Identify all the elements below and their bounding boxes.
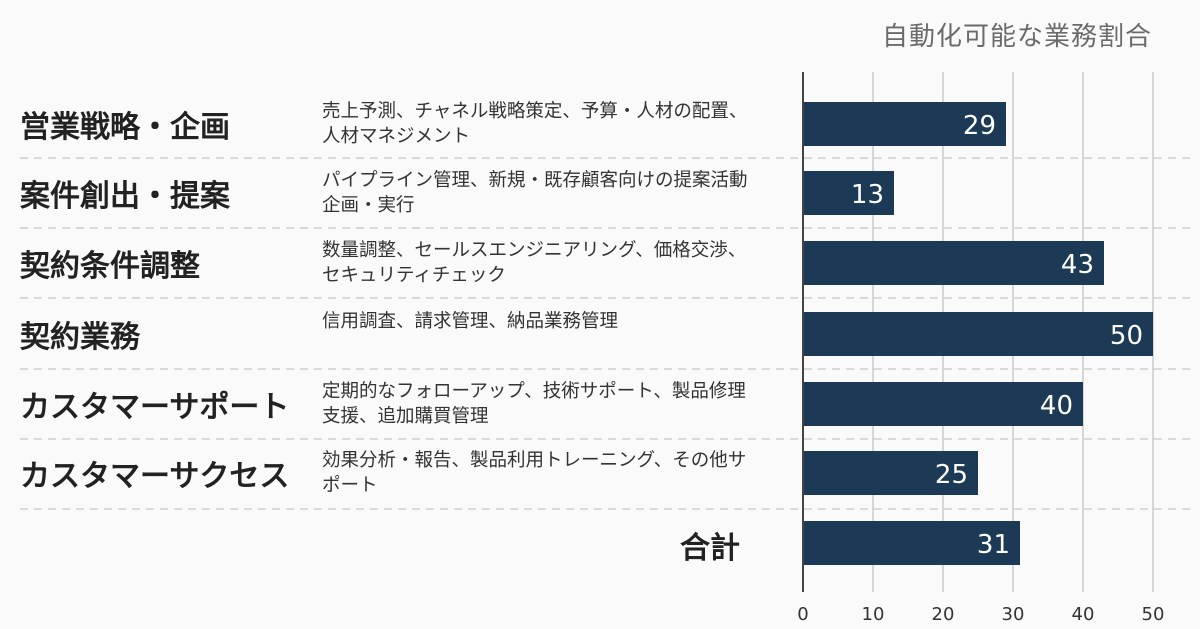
bar [803, 521, 1020, 565]
category-description: パイプライン管理、新規・既存顧客向けの提案活動企画・実行 [322, 170, 748, 216]
bar [803, 171, 894, 215]
category-label: 契約条件調整 [20, 249, 200, 284]
bar-value-label: 31 [977, 530, 1010, 560]
bar [803, 451, 978, 495]
bar-value-label: 25 [935, 460, 968, 490]
bar [803, 241, 1104, 285]
category-description: 信用調査、請求管理、納品業務管理 [322, 311, 619, 332]
bar-value-label: 13 [851, 180, 884, 210]
total-label: 合計 [680, 531, 740, 566]
x-tick-label: 20 [932, 604, 955, 625]
bar-value-label: 43 [1061, 250, 1094, 280]
category-description: 売上予測、チャネル戦略策定、予算・人材の配置、人材マネジメント [322, 101, 748, 147]
chart-title: 自動化可能な業務割合 [881, 22, 1152, 52]
category-label: カスタマーサポート [20, 390, 290, 425]
category-label: 案件創出・提案 [20, 179, 230, 214]
category-label: 契約業務 [20, 320, 140, 355]
bar [803, 102, 1006, 146]
bar [803, 382, 1083, 426]
x-tick-label: 40 [1072, 604, 1095, 625]
bar [803, 312, 1153, 356]
category-label: カスタマーサクセス [20, 459, 290, 494]
category-description: 数量調整、セールスエンジニアリング、価格交渉、セキュリティチェック [322, 240, 747, 286]
bar-value-label: 50 [1110, 321, 1143, 351]
x-tick-label: 0 [797, 604, 808, 625]
x-tick-label: 10 [862, 604, 885, 625]
bar-value-label: 29 [963, 111, 996, 141]
bar-value-label: 40 [1040, 391, 1073, 421]
x-tick-label: 30 [1002, 604, 1025, 625]
x-tick-label: 50 [1142, 604, 1165, 625]
category-label: 営業戦略・企画 [20, 110, 230, 145]
category-description: 効果分析・報告、製品利用トレーニング、その他サポート [322, 450, 747, 496]
category-description: 定期的なフォローアップ、技術サポート、製品修理支援、追加購買管理 [322, 381, 746, 427]
